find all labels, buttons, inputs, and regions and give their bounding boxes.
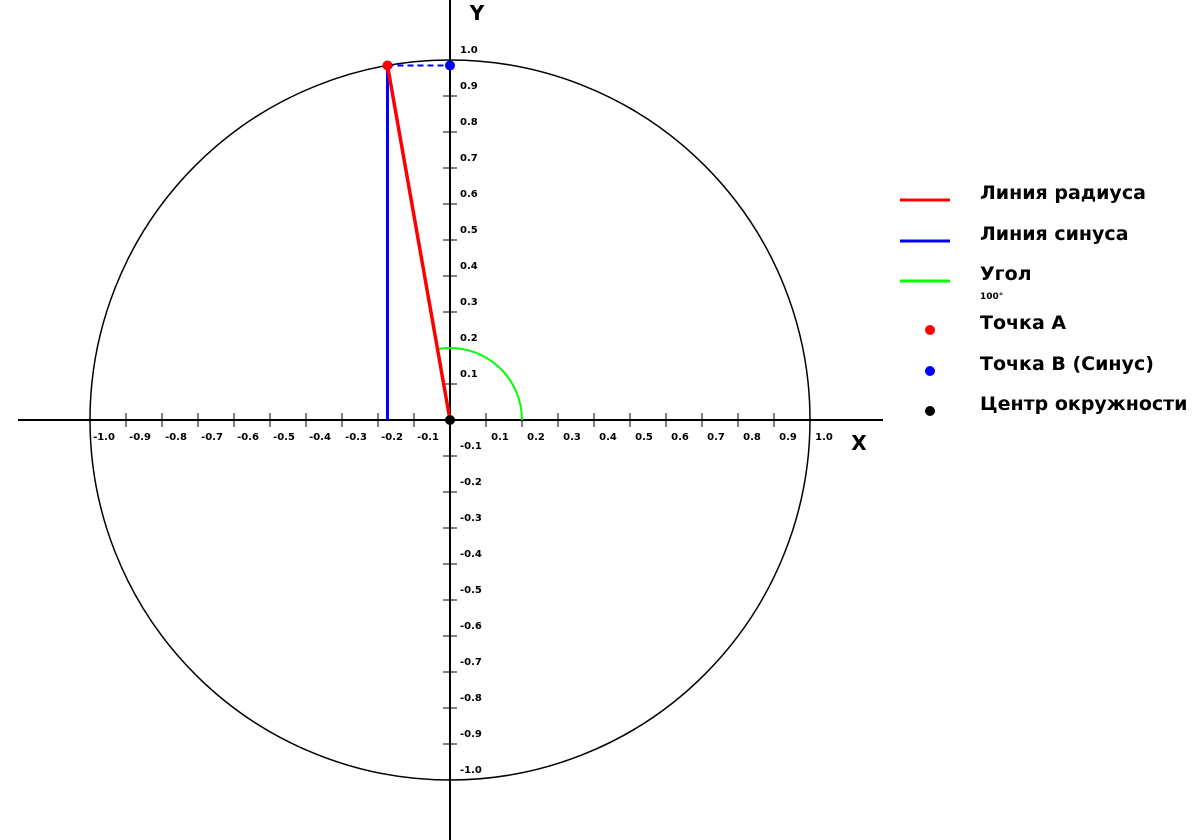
y-tick-label: -0.1: [460, 441, 482, 452]
y-tick-label: 0.8: [460, 117, 478, 128]
y-tick-label: 0.6: [460, 189, 478, 200]
legend-label: Центр окружности: [980, 393, 1187, 415]
legend-label: Угол: [980, 263, 1032, 285]
x-tick-label: -0.8: [165, 432, 187, 443]
center-point: [445, 415, 455, 425]
x-tick-label: 0.4: [599, 432, 617, 443]
x-axis-label: X: [851, 431, 867, 455]
point-b: [445, 60, 455, 71]
y-tick-label: -0.6: [460, 621, 482, 632]
x-tick-label: 0.1: [491, 432, 509, 443]
legend-label: Точка B (Синус): [980, 353, 1154, 375]
y-tick-label: -1.0: [460, 765, 482, 776]
radius-line: [385, 65, 452, 421]
x-tick-label: 0.3: [563, 432, 581, 443]
y-tick-label: -0.2: [460, 477, 482, 488]
y-axis-label: Y: [469, 1, 485, 25]
y-tick-label: 0.2: [460, 333, 478, 344]
y-tick-label: 0.9: [460, 81, 478, 92]
x-tick-label: -0.2: [381, 432, 403, 443]
x-tick-label: -0.3: [345, 432, 367, 443]
x-tick-label: 0.2: [527, 432, 545, 443]
y-tick-label: 0.1: [460, 369, 478, 380]
angle-label: 100°: [980, 292, 1003, 302]
x-tick-label: 0.7: [707, 432, 725, 443]
x-tick-label: 0.5: [635, 432, 653, 443]
angle-arc: [437, 347, 523, 421]
y-tick-label: -0.5: [460, 585, 482, 596]
legend-dot: [925, 406, 935, 416]
y-tick-label: 0.4: [460, 261, 478, 272]
y-tick-label: -0.7: [460, 657, 482, 668]
legend-label: Линия синуса: [980, 223, 1129, 245]
y-tick-label: -0.8: [460, 693, 482, 704]
legend-label: Линия радиуса: [980, 182, 1146, 204]
x-tick-label: -0.9: [129, 432, 151, 443]
point-a: [382, 60, 393, 71]
x-tick-label: 0.6: [671, 432, 689, 443]
x-tick-label: -1.0: [93, 432, 115, 443]
y-tick-label: 0.7: [460, 153, 478, 164]
y-tick-label: 0.5: [460, 225, 478, 236]
legend-label: Точка A: [980, 312, 1066, 334]
y-tick-label: 0.3: [460, 297, 478, 308]
x-tick-label: -0.5: [273, 432, 295, 443]
x-tick-label: -0.7: [201, 432, 223, 443]
y-tick-label: -0.3: [460, 513, 482, 524]
x-tick-label: -0.4: [309, 432, 331, 443]
x-tick-label: 0.8: [743, 432, 761, 443]
y-tick-label: -0.9: [460, 729, 482, 740]
x-tick-label: -0.1: [417, 432, 439, 443]
y-tick-label: -0.4: [460, 549, 482, 560]
y-tick-label: 1.0: [460, 45, 478, 56]
x-tick-label: -0.6: [237, 432, 259, 443]
x-tick-label: 1.0: [815, 432, 833, 443]
legend-dot: [925, 366, 935, 376]
x-tick-label: 0.9: [779, 432, 797, 443]
legend-dot: [925, 325, 935, 335]
